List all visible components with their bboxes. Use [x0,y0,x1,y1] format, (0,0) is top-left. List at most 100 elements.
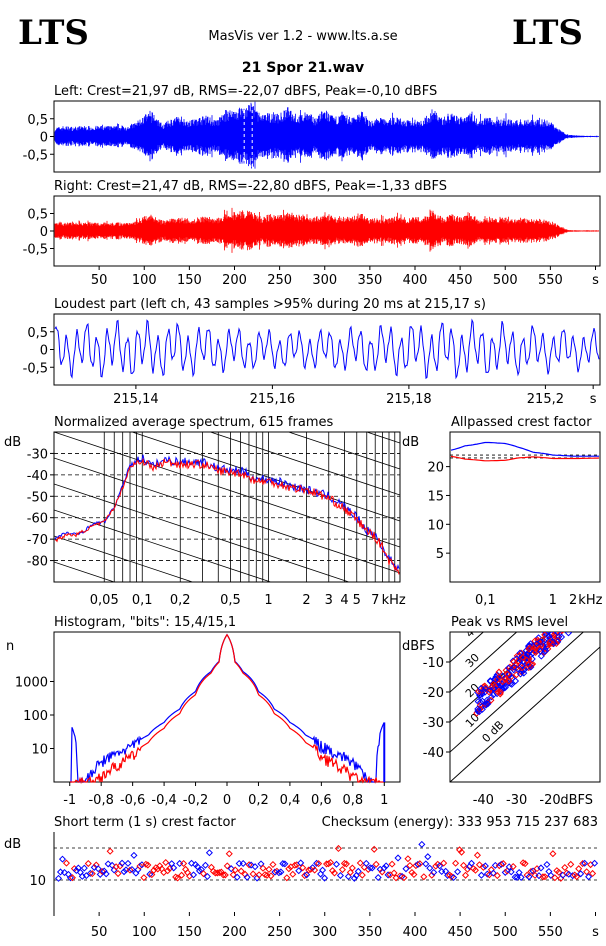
data-point [231,866,239,874]
x-tick-label: s [592,925,599,940]
file-name: 21 Spor 21.wav [242,60,364,76]
data-point [475,861,483,869]
data-point [589,869,597,877]
x-tick-label: -0,4 [151,793,176,808]
x-tick-label: 0,05 [90,593,119,608]
x-tick-label: 450 [448,925,473,940]
data-point [498,678,507,686]
slope-line [54,561,116,582]
data-point [128,865,136,874]
x-tick-label: 450 [448,273,473,288]
data-point [532,648,540,657]
loudest-part-chart: Loudest part (left ch, 43 samples >95% d… [23,297,601,407]
x-tick-label: 1 [380,793,388,808]
data-point [94,865,102,873]
x-tick-label: 100 [132,925,157,940]
data-point [537,864,545,872]
chart-title: Loudest part (left ch, 43 samples >95% d… [54,297,486,312]
data-point [336,871,344,880]
data-point [255,871,263,879]
x-tick-label: 200 [222,273,247,288]
data-point [585,873,593,881]
peak-vs-rms-frame [449,631,601,783]
slope-line [54,614,400,729]
data-point [201,861,209,869]
data-point [463,865,472,873]
x-tick-label: 550 [538,925,563,940]
x-tick-label: -1 [63,793,76,808]
data-point [235,859,243,868]
spectrum-plot [54,302,400,729]
slope-line [54,302,400,417]
y-tick-label: 100 [23,709,48,724]
data-point [328,867,337,875]
data-point [311,866,319,874]
data-point [561,863,569,872]
data-point [440,859,448,867]
y-axis-label: dB [4,837,21,852]
data-point [501,683,509,692]
data-point [473,851,481,859]
data-point [174,874,182,882]
data-point [509,863,517,871]
data-point [521,666,529,674]
data-point [422,860,430,868]
data-point [281,860,289,868]
data-point [438,867,446,876]
data-point [54,874,63,882]
data-point [553,632,561,637]
data-point [180,859,188,868]
data-point [299,864,307,872]
y-axis-label: dB [402,435,419,450]
x-tick-label: kHz [382,593,406,608]
chart-title: Short term (1 s) crest factor [54,815,236,830]
data-point [295,867,303,875]
data-point [358,871,366,879]
data-point [257,860,265,868]
data-point [573,873,581,881]
y-tick-label: 10 [31,742,48,757]
data-point [505,677,513,685]
data-point [170,864,178,872]
chart-title: Left: Crest=21,97 dB, RMS=-22,07 dBFS, P… [54,84,437,99]
data-point [348,864,356,872]
data-point [523,871,531,879]
x-tick-label: 1 [549,593,557,608]
data-point [493,687,502,696]
data-point [58,855,67,863]
data-point [319,866,327,874]
loudest-trace [54,318,600,380]
data-point [426,864,434,872]
short-term-crest-chart: Short term (1 s) crest factor Checksum (e… [4,815,600,940]
data-point [564,608,570,614]
data-point [269,860,277,869]
crest-series [450,441,599,457]
slope-line [209,432,400,496]
right-waveform-chart: Right: Crest=21,47 dB, RMS=-22,80 dBFS, … [23,179,601,288]
data-point [432,862,440,870]
data-point [525,873,533,881]
data-point [382,862,390,870]
y-tick-label: -50 [27,490,48,505]
x-tick-label: 400 [403,273,428,288]
data-point [88,870,96,878]
chart-title: Histogram, "bits": 15,4/15,1 [54,615,236,630]
data-point [542,632,550,638]
spectrum-chart: Normalized average spectrum, 615 frames d… [4,302,406,729]
data-point [558,633,566,641]
data-point [523,656,531,664]
x-tick-label: 300 [312,273,337,288]
data-point [485,688,493,696]
y-tick-label: -20 [423,686,444,701]
x-tick-label: 215,14 [113,392,159,407]
y-tick-label: 10 [427,518,444,533]
x-tick-label: -40 [473,793,494,808]
data-point [519,653,527,661]
y-tick-label: -60 [27,512,48,527]
data-point [354,867,362,875]
data-point [394,854,402,862]
data-point [118,859,126,867]
data-point [285,865,293,873]
y-tick-label: -30 [27,447,48,462]
